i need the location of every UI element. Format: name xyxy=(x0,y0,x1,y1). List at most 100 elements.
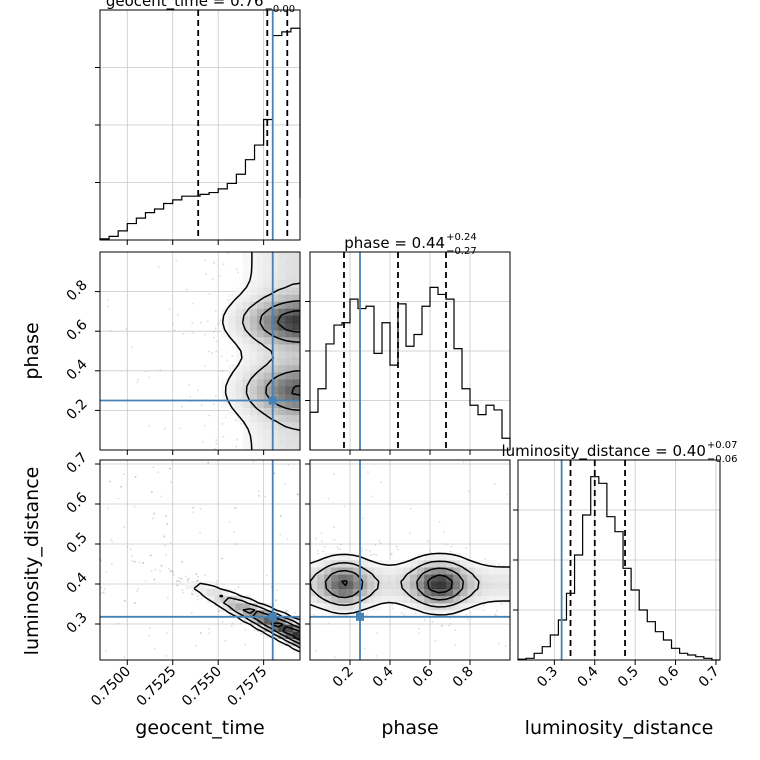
pair-phase-luminosity_distance-sample-point xyxy=(418,627,420,630)
pair-geocent_time-phase-density-cell xyxy=(242,372,251,380)
pair-geocent_time-luminosity_distance-sample-point xyxy=(168,568,170,570)
pair-geocent_time-luminosity_distance-xtick-label-0: 0.7500 xyxy=(88,664,134,710)
pair-phase-luminosity_distance-sample-point xyxy=(389,553,392,556)
pair-phase-luminosity_distance-density-cell xyxy=(360,552,368,561)
pair-geocent_time-phase-density-cell xyxy=(278,379,287,387)
pair-geocent_time-phase-density-cell xyxy=(292,315,300,324)
pair-phase-luminosity_distance-density-cell xyxy=(452,574,461,582)
pair-phase-luminosity_distance-density-cell xyxy=(438,581,447,589)
pair-geocent_time-phase-density-cell xyxy=(285,393,294,401)
pair-phase-luminosity_distance-density-cell xyxy=(417,581,425,589)
pair-phase-luminosity_distance-density-cell xyxy=(324,560,332,568)
pair-geocent_time-luminosity_distance-sample-point xyxy=(165,554,168,556)
pair-phase-luminosity_distance-density-cell xyxy=(495,574,504,582)
pair-geocent_time-phase-density-cell xyxy=(264,266,272,274)
pair-geocent_time-luminosity_distance-density-cell xyxy=(207,595,215,604)
pair-geocent_time-phase-density-cell xyxy=(257,301,265,309)
pair-phase-luminosity_distance-sample-point xyxy=(449,550,452,553)
pair-geocent_time-luminosity_distance-sample-point xyxy=(280,515,282,517)
pair-geocent_time-luminosity_distance-sample-point xyxy=(102,591,105,594)
pair-geocent_time-phase-density-cell xyxy=(285,294,294,302)
pair-geocent_time-phase-density-cell xyxy=(285,407,294,416)
pair-geocent_time-luminosity_distance-ytick-label-4: 0.7 xyxy=(64,450,91,477)
pair-geocent_time-phase-sample-point xyxy=(211,352,213,355)
pair-geocent_time-luminosity_distance-sample-point xyxy=(297,493,299,496)
pair-phase-luminosity_distance-density-cell xyxy=(367,574,375,582)
pair-geocent_time-phase-density-cell xyxy=(292,266,300,274)
pair-phase-luminosity_distance-sample-point xyxy=(343,505,346,508)
pair-geocent_time-phase-density-cell xyxy=(257,287,265,295)
pair-phase-luminosity_distance-density-cell xyxy=(474,588,482,597)
pair-phase-luminosity_distance-density-cell xyxy=(338,588,347,597)
pair-geocent_time-phase-density-cell xyxy=(271,294,279,302)
pair-phase-luminosity_distance-density-cell xyxy=(331,588,339,597)
pair-geocent_time-luminosity_distance-sample-point xyxy=(172,573,175,576)
pair-geocent_time-luminosity_distance-sample-point xyxy=(182,591,185,594)
pair-phase-luminosity_distance-density-cell xyxy=(445,595,454,604)
pair-geocent_time-phase-density-cell xyxy=(257,400,265,408)
pair-phase-luminosity_distance-density-cell xyxy=(431,567,439,575)
pair-phase-luminosity_distance-sample-point xyxy=(441,624,443,627)
pair-geocent_time-phase-density-cell xyxy=(292,301,300,309)
pair-geocent_time-luminosity_distance-density-cell xyxy=(214,588,222,597)
pair-geocent_time-phase-density-cell xyxy=(242,294,251,302)
pair-geocent_time-phase-sample-point xyxy=(203,259,206,262)
pair-geocent_time-phase-density-cell xyxy=(250,365,258,373)
pair-phase-luminosity_distance-sample-point xyxy=(497,642,500,645)
pair-phase-luminosity_distance-density-cell xyxy=(338,581,347,589)
pair-geocent_time-phase-density-cell xyxy=(271,315,279,324)
pair-geocent_time-phase-density-cell xyxy=(264,294,272,302)
pair-geocent_time-luminosity_distance-density-cell xyxy=(292,617,300,625)
pair-geocent_time-luminosity_distance-sample-point xyxy=(166,596,169,599)
pair-phase-luminosity_distance-sample-point xyxy=(482,604,485,607)
pair-geocent_time-phase-density-cell xyxy=(285,252,294,260)
pair-geocent_time-phase-density-cell xyxy=(250,280,258,288)
pair-phase-luminosity_distance-sample-point xyxy=(321,540,323,543)
pair-geocent_time-phase-density-cell xyxy=(278,301,287,309)
hist-luminosity_distance-title-sup: +0.07 xyxy=(707,440,738,451)
pair-phase-luminosity_distance-density-cell xyxy=(360,574,368,582)
pair-geocent_time-phase-sample-point xyxy=(208,414,211,417)
pair-geocent_time-luminosity_distance-sample-point xyxy=(178,579,181,582)
pair-geocent_time-phase-density-cell xyxy=(278,386,287,394)
pair-geocent_time-phase-density-cell xyxy=(285,421,294,430)
pair-geocent_time-luminosity_distance-sample-point xyxy=(153,512,156,515)
pair-geocent_time-phase-sample-point xyxy=(206,320,209,323)
pair-phase-luminosity_distance-sample-point xyxy=(467,490,470,493)
pair-phase-luminosity_distance-sample-point xyxy=(370,495,373,498)
pair-geocent_time-phase-density-cell xyxy=(257,308,265,317)
pair-geocent_time-luminosity_distance-sample-point xyxy=(172,571,175,574)
pair-geocent_time-phase-density-cell xyxy=(278,287,287,295)
pair-geocent_time-phase-density-cell xyxy=(292,273,300,281)
pair-geocent_time-luminosity_distance-sample-point xyxy=(131,555,133,558)
pair-geocent_time-phase-ytick-label-2: 0.6 xyxy=(64,317,91,344)
pair-phase-luminosity_distance-density-cell xyxy=(331,552,339,561)
pair-phase-luminosity_distance-density-cell xyxy=(402,574,411,582)
pair-geocent_time-luminosity_distance-ytick-label-3: 0.6 xyxy=(64,490,91,517)
pair-geocent_time-luminosity_distance-sample-point xyxy=(104,650,107,652)
pair-geocent_time-phase-density-cell xyxy=(271,259,279,267)
pair-geocent_time-phase-sample-point xyxy=(203,365,206,368)
pair-geocent_time-phase-density-cell xyxy=(292,329,300,338)
pair-geocent_time-luminosity_distance-sample-point xyxy=(111,540,113,543)
pair-geocent_time-phase-density-cell xyxy=(257,259,265,267)
pair-phase-luminosity_distance-xtick-label-1: 0.4 xyxy=(370,663,397,690)
pair-phase-luminosity_distance-density-cell xyxy=(445,567,454,575)
pair-phase-luminosity_distance-sample-point xyxy=(333,538,336,541)
pair-geocent_time-luminosity_distance-density-cell xyxy=(264,610,272,618)
pair-geocent_time-phase-density-cell xyxy=(278,358,287,366)
pair-phase-luminosity_distance-density-cell xyxy=(388,581,397,589)
pair-geocent_time-luminosity_distance-density-cell xyxy=(257,610,265,618)
pair-phase-luminosity_distance-sample-point xyxy=(365,614,368,616)
pair-phase-luminosity_distance-density-cell xyxy=(488,567,497,575)
pair-geocent_time-phase-density-cell xyxy=(257,358,265,366)
pair-geocent_time-phase-density-cell xyxy=(228,322,237,331)
pair-geocent_time-luminosity_distance-density-cell xyxy=(221,602,229,611)
pair-geocent_time-phase-density-cell xyxy=(292,351,300,359)
pair-phase-luminosity_distance-density-cell xyxy=(338,574,347,582)
pair-phase-luminosity_distance-sample-point xyxy=(315,537,317,540)
pair-phase-luminosity_distance-density-cell xyxy=(481,581,489,589)
pair-geocent_time-luminosity_distance-density-cell xyxy=(185,581,194,589)
pair-geocent_time-luminosity_distance-density-cell xyxy=(200,588,208,597)
pair-phase-luminosity_distance-density-cell xyxy=(460,581,468,589)
